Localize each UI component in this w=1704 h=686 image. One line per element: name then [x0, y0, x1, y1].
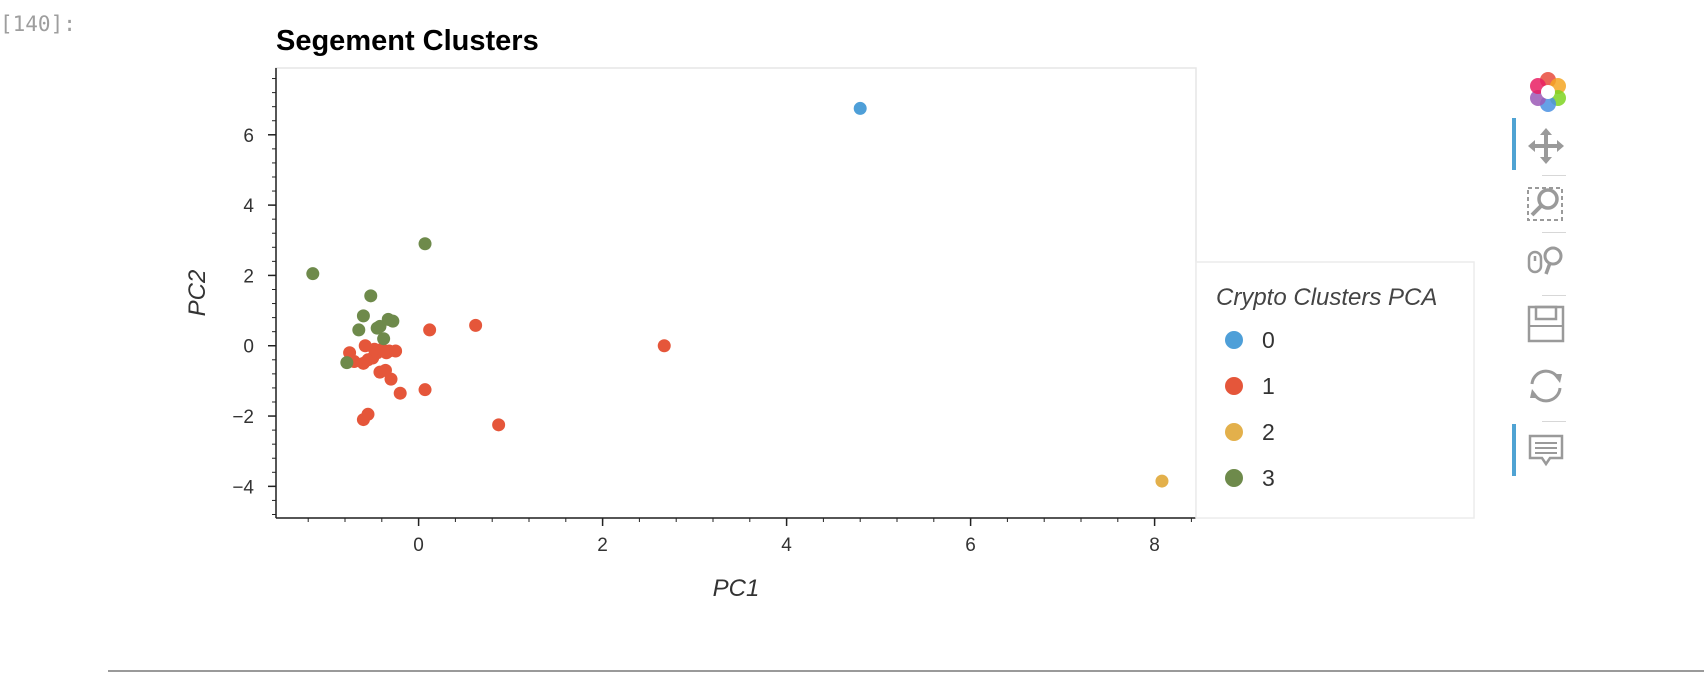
data-point-cluster-3[interactable]: [377, 332, 391, 346]
legend-swatch: [1225, 377, 1243, 395]
legend-label: 2: [1262, 419, 1275, 445]
reset-tool-icon: [1530, 369, 1562, 403]
cell-divider: [108, 670, 1704, 672]
data-point-cluster-3[interactable]: [418, 237, 432, 251]
reset-tool[interactable]: [1512, 358, 1572, 410]
legend-swatch: [1225, 423, 1243, 441]
chart-toolbar: [1512, 62, 1572, 502]
data-point-cluster-1[interactable]: [356, 413, 370, 427]
pan-tool-icon: [1528, 128, 1564, 164]
legend-label: 3: [1262, 465, 1275, 491]
toolbar-separator: [1542, 295, 1566, 296]
data-point-cluster-1[interactable]: [393, 386, 407, 400]
bokeh-logo-icon: [1530, 72, 1566, 112]
x-tick-label: 0: [413, 535, 424, 556]
toolbar-separator: [1542, 421, 1566, 422]
bokeh-logo[interactable]: [1512, 62, 1572, 114]
box-zoom-tool[interactable]: [1512, 176, 1572, 228]
y-tick-label: 6: [243, 126, 254, 147]
toolbar-separator: [1542, 175, 1566, 176]
data-point-cluster-1[interactable]: [469, 318, 483, 332]
wheel-zoom-tool-icon: [1527, 246, 1563, 275]
wheel-zoom-tool[interactable]: [1512, 234, 1572, 286]
x-tick-label: 2: [597, 535, 608, 556]
data-point-cluster-0[interactable]: [853, 101, 867, 115]
plot-frame: [275, 67, 1197, 519]
data-point-cluster-1[interactable]: [423, 323, 437, 337]
data-point-cluster-2[interactable]: [1155, 474, 1169, 488]
data-point-cluster-1[interactable]: [389, 344, 403, 358]
legend-title: Crypto Clusters PCA: [1216, 284, 1437, 311]
x-tick-label: 6: [965, 535, 976, 556]
legend-swatch: [1225, 331, 1243, 349]
chart-title: Segement Clusters: [276, 25, 539, 57]
cell-prompt: [140]:: [0, 12, 76, 36]
hover-tool-icon: [1528, 434, 1564, 467]
y-tick-label: 2: [243, 266, 254, 287]
save-tool-icon: [1527, 305, 1565, 343]
data-point-cluster-3[interactable]: [352, 323, 366, 337]
y-tick-label: 4: [243, 196, 254, 217]
data-point-cluster-3[interactable]: [306, 267, 320, 281]
data-points: [306, 101, 1169, 488]
data-point-cluster-1[interactable]: [384, 372, 398, 386]
data-point-cluster-1[interactable]: [418, 383, 432, 397]
y-tick-label: 0: [243, 337, 254, 358]
toolbar-separator: [1542, 232, 1566, 233]
data-point-cluster-3[interactable]: [356, 309, 370, 323]
y-axis-label: PC2: [184, 270, 211, 317]
legend: Crypto Clusters PCA 0 1 2 3: [1195, 261, 1475, 519]
data-point-cluster-3[interactable]: [340, 356, 354, 370]
legend-swatch: [1225, 469, 1243, 487]
data-point-cluster-1[interactable]: [492, 418, 506, 432]
axes: 0 2 4 6 8 −4 −2 0 2 4 6: [232, 68, 1196, 556]
x-axis-label: PC1: [713, 575, 760, 602]
hover-tool[interactable]: [1512, 424, 1572, 476]
y-tick-label: −2: [232, 407, 254, 428]
x-tick-label: 8: [1149, 535, 1160, 556]
legend-label: 1: [1262, 373, 1275, 399]
legend-label: 0: [1262, 327, 1275, 353]
box-zoom-tool-icon: [1527, 187, 1563, 221]
data-point-cluster-3[interactable]: [386, 314, 400, 328]
pan-tool[interactable]: [1512, 118, 1572, 170]
save-tool[interactable]: [1512, 296, 1572, 348]
x-tick-label: 4: [781, 535, 792, 556]
y-tick-label: −4: [232, 477, 254, 498]
data-point-cluster-3[interactable]: [364, 289, 378, 303]
data-point-cluster-1[interactable]: [657, 339, 671, 353]
